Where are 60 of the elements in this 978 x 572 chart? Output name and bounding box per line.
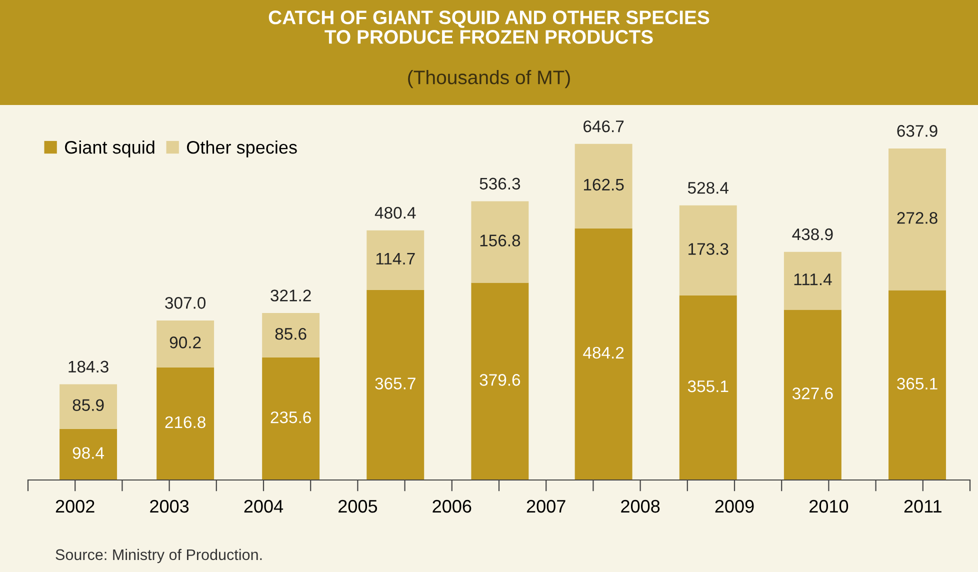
- x-tick-label: 2011: [904, 500, 942, 513]
- total-label: 536.3: [480, 178, 520, 190]
- total-label: 307.0: [165, 297, 206, 309]
- data-label: 272.8: [897, 212, 938, 224]
- x-tick-label: 2002: [56, 500, 94, 513]
- data-label: 484.2: [583, 346, 624, 359]
- data-label: 365.7: [375, 378, 416, 390]
- total-label: 528.4: [688, 182, 728, 194]
- bar: [784, 310, 842, 480]
- x-tick-label: 2004: [244, 500, 284, 513]
- data-label: 235.6: [270, 411, 311, 424]
- data-label: 98.4: [72, 447, 104, 459]
- data-label: 173.3: [688, 243, 728, 255]
- bar: [156, 367, 214, 480]
- source-note: Source: Ministry of Production.: [56, 548, 262, 564]
- x-tick-label: 2010: [810, 500, 848, 513]
- chart-title: CATCH OF GIANT SQUID AND OTHER SPECIES TO PRODUCE FROZEN PRODUCTS: [268, 10, 710, 44]
- x-tick-label: 2008: [621, 500, 660, 513]
- bar: [679, 205, 737, 296]
- total-label: 637.9: [897, 125, 938, 137]
- bar: [60, 384, 118, 429]
- bar: [366, 230, 424, 290]
- total-label: 646.7: [584, 120, 624, 132]
- data-label: 111.4: [794, 274, 832, 286]
- data-label: 90.2: [170, 336, 201, 348]
- bar: [574, 228, 632, 480]
- data-label: 216.8: [165, 416, 206, 428]
- data-label: 365.1: [897, 378, 938, 390]
- x-tick-label: 2009: [715, 500, 754, 513]
- bar: [679, 295, 737, 480]
- bar: [60, 428, 118, 480]
- legend-label: Other species: [186, 140, 297, 158]
- bar: [784, 252, 842, 310]
- total-label: 480.4: [374, 206, 416, 219]
- legend-label: Giant squid: [65, 140, 154, 158]
- data-label: 85.6: [275, 328, 306, 340]
- x-tick-label: 2007: [526, 500, 566, 513]
- bar: [262, 313, 320, 358]
- data-label: 156.8: [480, 234, 520, 246]
- bar: [471, 282, 529, 480]
- bar: [888, 148, 946, 290]
- total-label: 184.3: [68, 360, 108, 373]
- total-label: 321.2: [270, 290, 311, 302]
- x-tick-label: 2003: [150, 500, 189, 513]
- x-tick-label: 2005: [338, 500, 378, 513]
- data-label: 327.6: [792, 388, 833, 400]
- chart-subtitle: (Thousands of MT): [408, 70, 570, 88]
- data-label: 355.1: [688, 380, 728, 392]
- bar: [574, 144, 632, 228]
- bar: [366, 290, 424, 480]
- bar: [471, 201, 529, 283]
- bar: [156, 320, 214, 368]
- data-label: 162.5: [584, 178, 624, 191]
- total-label: 438.9: [792, 228, 833, 240]
- x-tick-label: 2006: [432, 500, 472, 513]
- bar: [888, 290, 946, 480]
- data-label: 379.6: [480, 374, 520, 386]
- bar: [262, 358, 320, 480]
- data-label: 85.9: [72, 399, 104, 412]
- data-label: 114.7: [376, 252, 415, 264]
